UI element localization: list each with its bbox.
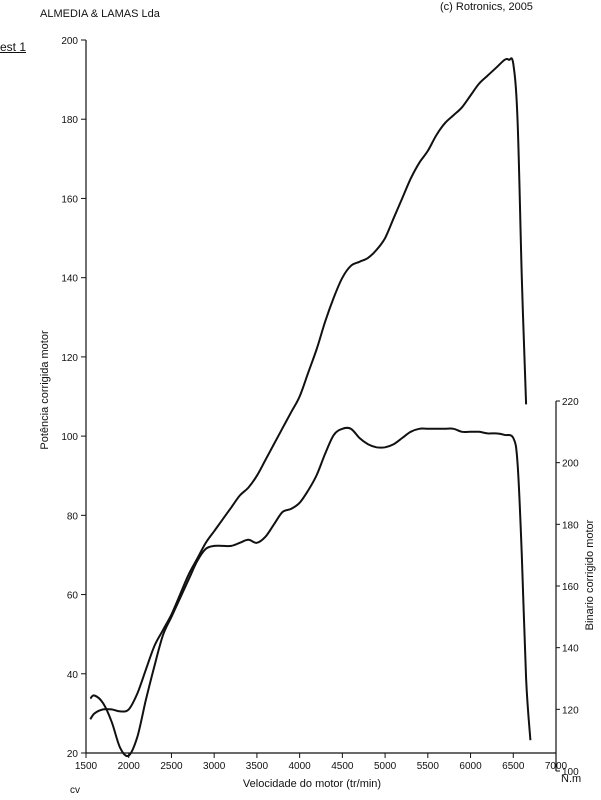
x-tick-label: 6000 bbox=[459, 761, 482, 772]
tick-group: 1500 2000 2500 3000 3500 4000 4500 5000 5500 6000… bbox=[61, 36, 579, 778]
right-y-tick-label: 100 bbox=[562, 767, 579, 778]
left-y-tick-label: 180 bbox=[61, 115, 78, 126]
left-y-tick-label: 100 bbox=[61, 432, 78, 443]
right-y-tick-label: 140 bbox=[562, 644, 579, 655]
left-y-axis-label: Potência corrigida motor bbox=[39, 330, 51, 450]
right-y-axis-label: Binario corrigido motor bbox=[584, 519, 596, 630]
x-tick-label: 2500 bbox=[160, 761, 183, 772]
x-tick-label: 4500 bbox=[331, 761, 354, 772]
right-y-tick-label: 220 bbox=[562, 397, 579, 408]
x-tick-label: 3000 bbox=[203, 761, 226, 772]
left-y-tick-label: 140 bbox=[61, 274, 78, 285]
x-tick-label: 6500 bbox=[502, 761, 525, 772]
power-curve bbox=[89, 57, 528, 720]
left-y-tick-label: 80 bbox=[67, 511, 79, 522]
x-tick-label: 3500 bbox=[246, 761, 269, 772]
company-name: ALMEDIA & LAMAS Lda bbox=[40, 8, 160, 20]
left-y-tick-label: 120 bbox=[61, 353, 78, 364]
left-y-tick-label: 200 bbox=[61, 36, 78, 47]
left-y-tick-label: 160 bbox=[61, 194, 78, 205]
left-y-tick-label: 40 bbox=[67, 670, 79, 681]
torque-curve bbox=[89, 426, 532, 758]
x-tick-label: 5000 bbox=[374, 761, 397, 772]
left-y-tick-label: 20 bbox=[67, 749, 79, 760]
test-label: est 1 bbox=[0, 40, 27, 54]
right-y-tick-label: 200 bbox=[562, 459, 579, 470]
left-unit-label: cv bbox=[70, 785, 80, 796]
x-tick-label: 4000 bbox=[289, 761, 312, 772]
x-axis-label: Velocidade do motor (tr/min) bbox=[243, 778, 381, 790]
x-tick-label: 2000 bbox=[118, 761, 141, 772]
x-tick-label: 5500 bbox=[417, 761, 440, 772]
series-group bbox=[89, 57, 532, 758]
left-y-tick-label: 60 bbox=[67, 591, 79, 602]
right-unit-label: N.m bbox=[561, 773, 581, 785]
right-y-tick-label: 180 bbox=[562, 520, 579, 531]
x-tick-label: 7000 bbox=[545, 761, 568, 772]
copyright-text: (c) Rotronics, 2005 bbox=[440, 1, 533, 13]
x-tick-label: 1500 bbox=[75, 761, 98, 772]
right-y-tick-label: 120 bbox=[562, 705, 579, 716]
right-y-tick-label: 160 bbox=[562, 582, 579, 593]
